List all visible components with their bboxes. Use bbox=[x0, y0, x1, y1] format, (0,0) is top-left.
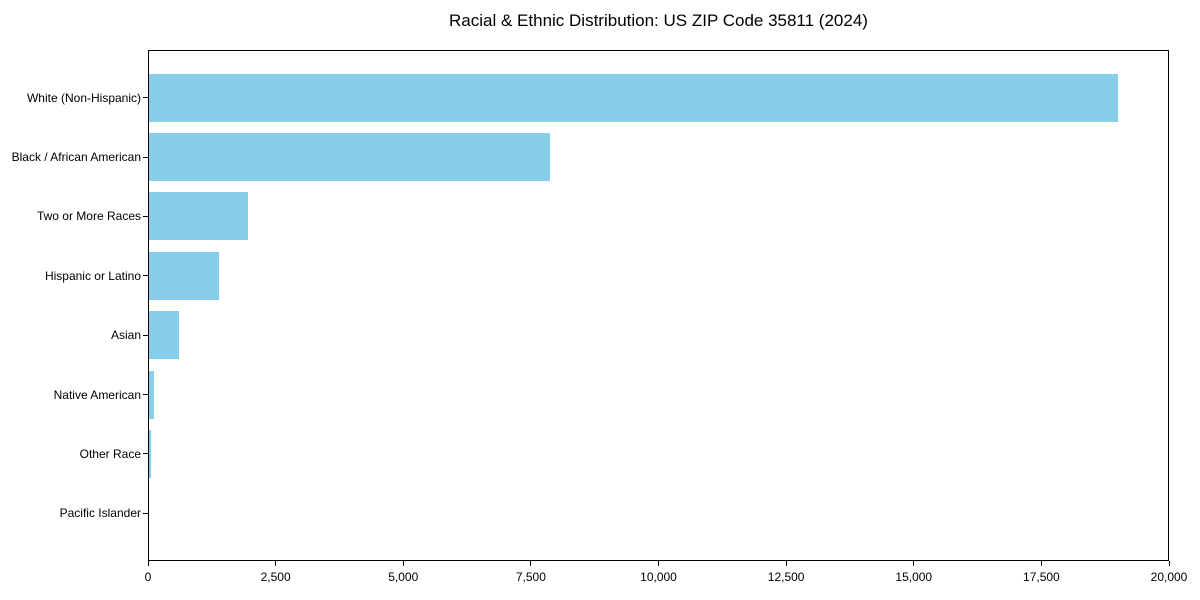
y-tick-mark bbox=[143, 512, 148, 514]
x-axis-label-12500: 12,500 bbox=[767, 570, 805, 584]
y-axis-label-white-non-hispanic: White (Non-Hispanic) bbox=[26, 90, 141, 105]
y-axis-label-native-american: Native American bbox=[53, 387, 141, 402]
x-tick-mark bbox=[147, 561, 149, 566]
y-tick-mark bbox=[143, 215, 148, 217]
x-axis-label-5000: 5,000 bbox=[388, 570, 419, 584]
chart-title: Racial & Ethnic Distribution: US ZIP Cod… bbox=[449, 11, 868, 30]
bar-other-race bbox=[148, 429, 152, 478]
y-tick-mark bbox=[143, 453, 148, 455]
x-tick-mark bbox=[530, 561, 532, 566]
x-tick-mark bbox=[275, 561, 277, 566]
bar-hispanic-or-latino bbox=[148, 251, 219, 300]
x-tick-mark bbox=[402, 561, 404, 566]
x-tick-mark bbox=[1040, 561, 1042, 566]
y-tick-mark bbox=[143, 334, 148, 336]
y-tick-mark bbox=[143, 97, 148, 99]
bar-white-non-hispanic bbox=[148, 73, 1118, 122]
x-tick-mark bbox=[785, 561, 787, 566]
x-axis-label-2500: 2,500 bbox=[260, 570, 291, 584]
x-axis-label-17500: 17,500 bbox=[1023, 570, 1060, 584]
bar-black-african-american bbox=[148, 133, 551, 182]
y-axis-label-pacific-islander: Pacific Islander bbox=[59, 506, 141, 521]
x-axis-label-10000: 10,000 bbox=[640, 570, 677, 584]
y-axis-label-hispanic-or-latino: Hispanic or Latino bbox=[44, 268, 141, 283]
y-tick-mark bbox=[143, 156, 148, 158]
x-axis-label-15000: 15,000 bbox=[895, 570, 933, 584]
x-axis-label-7500: 7,500 bbox=[515, 570, 546, 584]
y-axis-label-asian: Asian bbox=[110, 328, 141, 343]
bar-asian bbox=[148, 311, 180, 360]
x-axis-label-0: 0 bbox=[144, 570, 152, 584]
plot-area bbox=[148, 50, 1169, 561]
bar-native-american bbox=[148, 370, 154, 419]
x-tick-mark bbox=[658, 561, 659, 566]
y-tick-mark bbox=[143, 394, 148, 396]
y-axis-label-other-race: Other Race bbox=[79, 446, 141, 461]
x-tick-mark bbox=[913, 561, 915, 566]
bar-two-or-more-races bbox=[148, 192, 248, 241]
y-tick-mark bbox=[143, 275, 148, 277]
y-axis-label-two-or-more-races: Two or More Races bbox=[36, 209, 141, 224]
y-axis-label-black-african-american: Black / African American bbox=[11, 150, 141, 165]
x-axis-label-20000: 20,000 bbox=[1150, 570, 1188, 584]
x-tick-mark bbox=[1168, 561, 1170, 566]
